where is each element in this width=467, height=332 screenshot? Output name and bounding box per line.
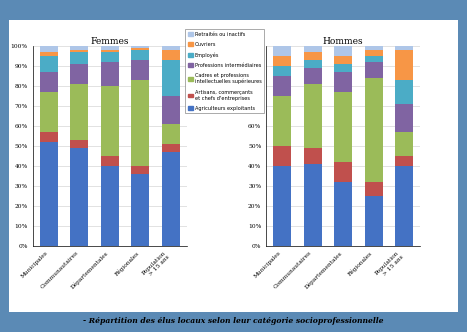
Bar — [131, 166, 149, 174]
Bar — [365, 78, 383, 182]
Bar — [395, 132, 413, 156]
Bar — [304, 148, 322, 164]
Bar — [40, 52, 58, 56]
Bar — [273, 46, 291, 56]
Bar — [334, 64, 353, 72]
Bar — [162, 96, 180, 124]
Bar — [395, 50, 413, 80]
Bar — [395, 104, 413, 132]
Bar — [334, 162, 353, 182]
Bar — [162, 124, 180, 144]
Bar — [304, 68, 322, 84]
Title: Femmes: Femmes — [91, 37, 129, 46]
Bar — [100, 46, 119, 50]
Bar — [334, 92, 353, 162]
Bar — [162, 46, 180, 50]
Bar — [40, 56, 58, 72]
Bar — [70, 64, 88, 84]
Bar — [131, 50, 149, 60]
Title: Hommes: Hommes — [323, 37, 363, 46]
Bar — [70, 140, 88, 148]
Bar — [273, 76, 291, 96]
Bar — [131, 174, 149, 246]
Bar — [395, 46, 413, 50]
Bar — [334, 182, 353, 246]
Bar — [100, 62, 119, 86]
Bar — [304, 46, 322, 52]
Bar — [162, 50, 180, 60]
Bar — [100, 86, 119, 156]
Bar — [273, 66, 291, 76]
Bar — [70, 84, 88, 140]
Bar — [273, 96, 291, 146]
Bar — [365, 46, 383, 50]
Bar — [395, 80, 413, 104]
Bar — [304, 52, 322, 60]
Bar — [273, 56, 291, 66]
Bar — [334, 46, 353, 56]
Bar — [70, 52, 88, 64]
Bar — [100, 52, 119, 62]
Bar — [100, 156, 119, 166]
Bar — [334, 72, 353, 92]
Bar — [162, 60, 180, 96]
Bar — [100, 166, 119, 246]
Bar — [395, 156, 413, 166]
Bar — [365, 196, 383, 246]
Bar — [365, 50, 383, 56]
Bar — [40, 132, 58, 142]
Bar — [304, 164, 322, 246]
Legend: Retraités ou inactifs, Ouvriers, Employés, Professions intermédiaires, Cadres et: Retraités ou inactifs, Ouvriers, Employé… — [185, 29, 264, 113]
Bar — [40, 72, 58, 92]
Bar — [131, 46, 149, 48]
Bar — [100, 50, 119, 52]
Bar — [162, 152, 180, 246]
Bar — [304, 60, 322, 68]
Bar — [334, 56, 353, 64]
Text: - Répartition des élus locaux selon leur catégorie socioprofessionnelle: - Répartition des élus locaux selon leur… — [83, 317, 384, 325]
Bar — [365, 182, 383, 196]
Bar — [70, 50, 88, 52]
Bar — [395, 166, 413, 246]
Bar — [304, 84, 322, 148]
Bar — [40, 92, 58, 132]
Bar — [365, 56, 383, 62]
Bar — [40, 46, 58, 52]
Bar — [70, 46, 88, 50]
Bar — [131, 60, 149, 80]
Bar — [40, 142, 58, 246]
Bar — [131, 48, 149, 50]
Bar — [162, 144, 180, 152]
Bar — [70, 148, 88, 246]
Bar — [273, 146, 291, 166]
Bar — [273, 166, 291, 246]
Bar — [131, 80, 149, 166]
Bar — [365, 62, 383, 78]
